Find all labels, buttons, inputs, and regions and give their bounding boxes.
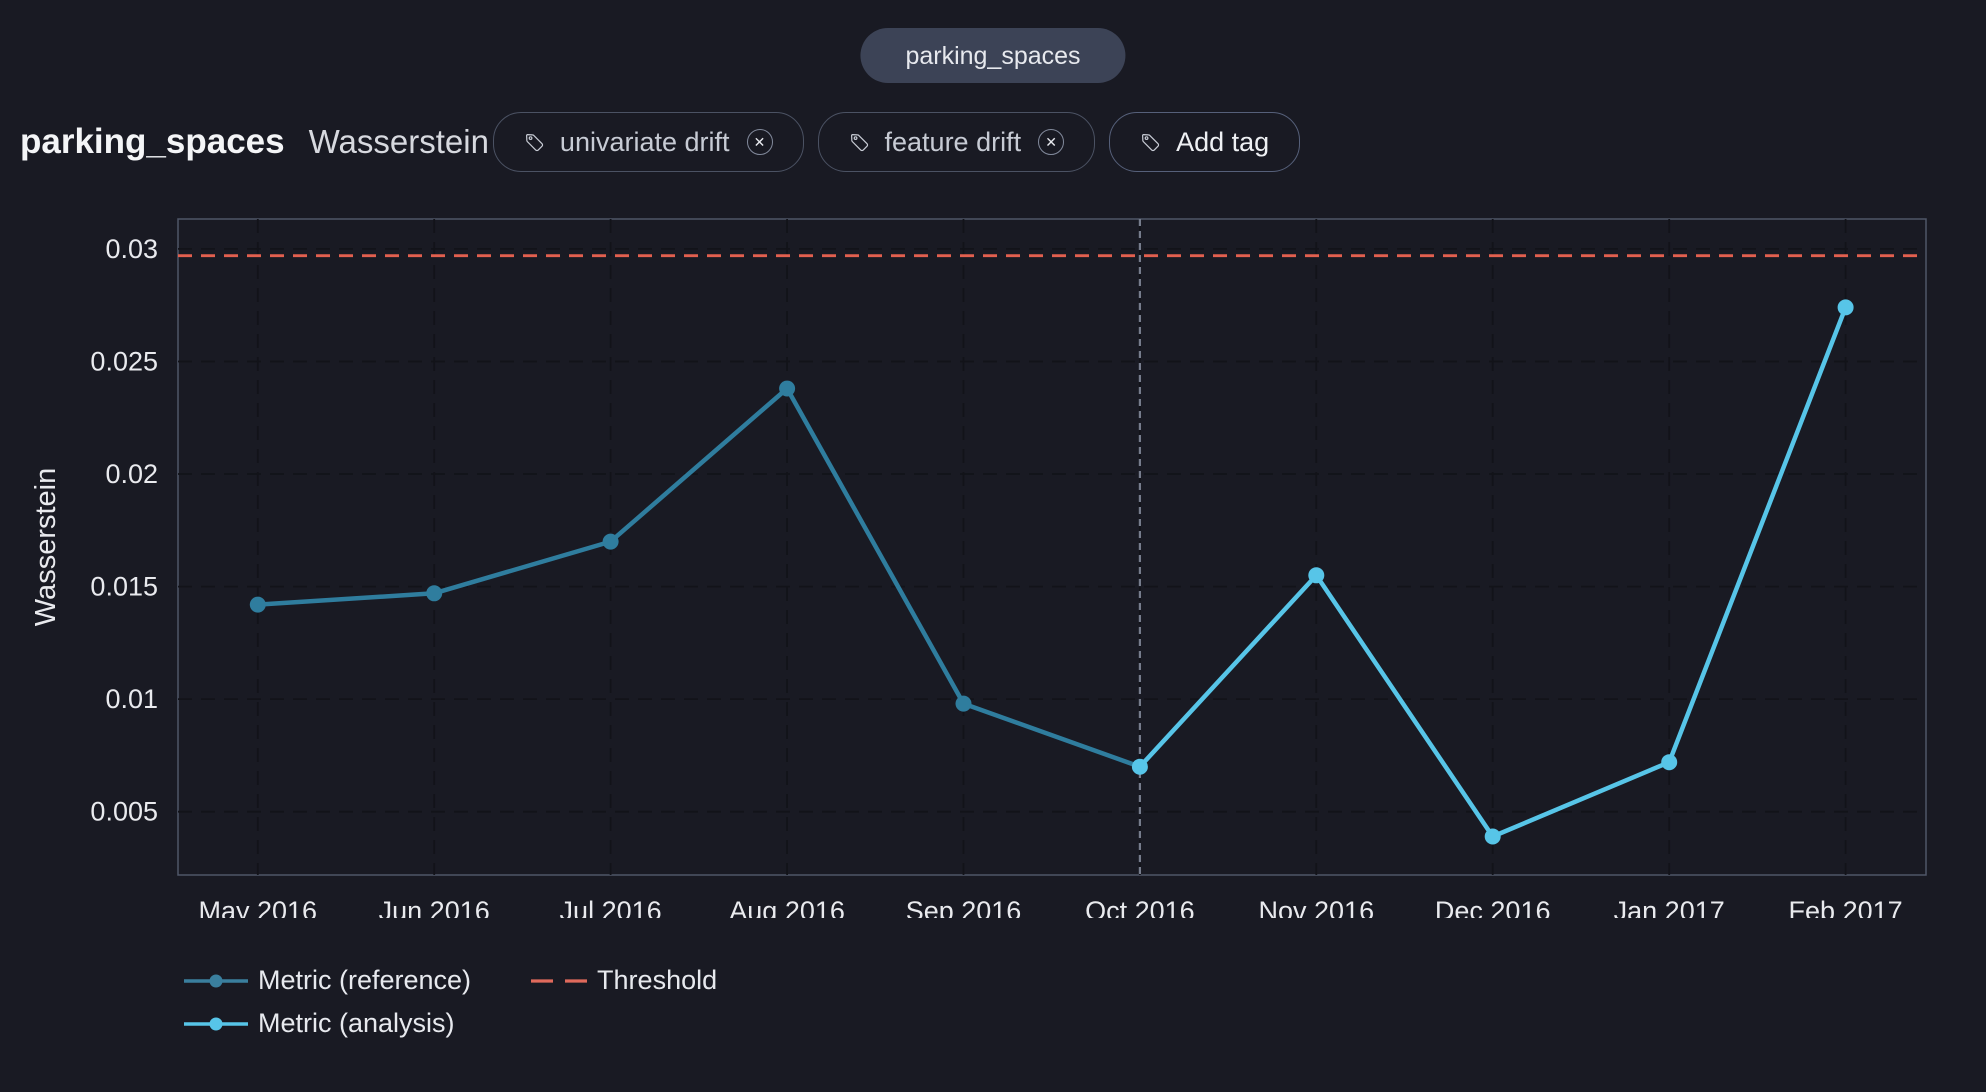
svg-text:Dec 2016: Dec 2016 [1435, 896, 1551, 918]
svg-text:May 2016: May 2016 [199, 896, 318, 918]
svg-text:0.025: 0.025 [90, 347, 158, 377]
svg-text:0.005: 0.005 [90, 797, 158, 827]
svg-text:Feb 2017: Feb 2017 [1789, 896, 1903, 918]
svg-text:0.02: 0.02 [105, 459, 158, 489]
svg-text:Jul 2016: Jul 2016 [560, 896, 662, 918]
svg-text:Aug 2016: Aug 2016 [729, 896, 845, 918]
svg-text:Oct 2016: Oct 2016 [1085, 896, 1195, 918]
svg-text:Wasserstein: Wasserstein [30, 468, 62, 626]
svg-text:Jun 2016: Jun 2016 [379, 896, 490, 918]
svg-text:0.01: 0.01 [105, 684, 158, 714]
svg-text:Jan 2017: Jan 2017 [1614, 896, 1725, 918]
svg-text:Nov 2016: Nov 2016 [1259, 896, 1375, 918]
svg-text:Sep 2016: Sep 2016 [906, 896, 1022, 918]
svg-text:0.03: 0.03 [105, 234, 158, 264]
svg-text:0.015: 0.015 [90, 572, 158, 602]
